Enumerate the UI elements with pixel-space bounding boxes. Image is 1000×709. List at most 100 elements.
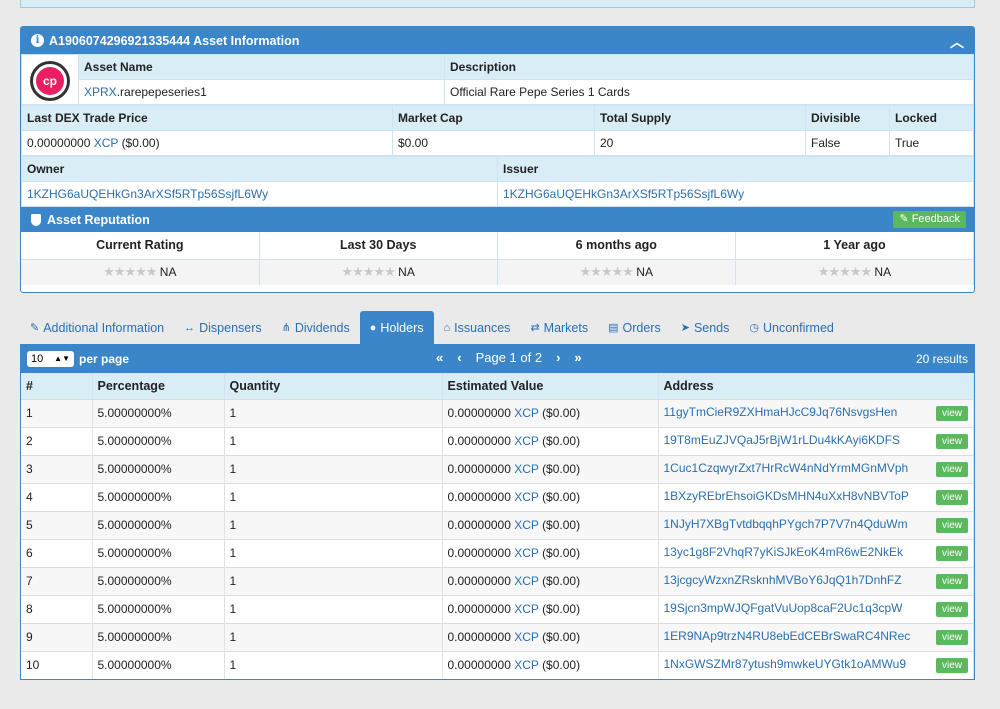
asset-reputation-header: Asset Reputation ✎ Feedback bbox=[21, 207, 974, 232]
holder-percentage: 5.00000000% bbox=[92, 510, 225, 539]
last-30-days-value: ★★★★★ NA bbox=[259, 258, 498, 285]
holder-estimated-value: 0.00000000 XCP ($0.00) bbox=[442, 566, 659, 595]
first-page-icon[interactable]: « bbox=[436, 350, 444, 365]
next-page-icon[interactable]: › bbox=[556, 350, 561, 365]
holder-index: 3 bbox=[21, 454, 93, 483]
select-arrows-icon: ▲▼ bbox=[54, 354, 70, 363]
total-supply-value: 20 bbox=[594, 130, 806, 156]
holder-address-link[interactable]: 11gyTmCieR9ZXHmaHJcC9Jq76NsvgsHen bbox=[663, 405, 898, 419]
value-amount: 0.00000000 bbox=[447, 462, 511, 476]
holder-estimated-value: 0.00000000 XCP ($0.00) bbox=[442, 398, 659, 427]
tab-label: Sends bbox=[693, 320, 730, 335]
view-button[interactable]: view bbox=[935, 434, 968, 449]
xcp-link[interactable]: XCP bbox=[514, 406, 539, 420]
holder-address-link[interactable]: 1NxGWSZMr87ytush9mwkeUYGtk1oAMWu9 bbox=[663, 657, 907, 672]
xcp-link[interactable]: XCP bbox=[514, 630, 539, 644]
tab-orders[interactable]: ▤ Orders bbox=[598, 311, 671, 344]
view-button[interactable]: view bbox=[935, 630, 968, 645]
view-button[interactable]: view bbox=[935, 546, 968, 561]
last-page-icon[interactable]: » bbox=[574, 350, 582, 365]
holder-percentage: 5.00000000% bbox=[92, 594, 225, 623]
asset-name-link[interactable]: XPRX bbox=[84, 85, 117, 99]
feedback-button[interactable]: ✎ Feedback bbox=[893, 211, 966, 228]
xcp-link[interactable]: XCP bbox=[514, 462, 539, 476]
view-button[interactable]: view bbox=[935, 406, 968, 421]
xcp-link[interactable]: XCP bbox=[514, 434, 539, 448]
tab-label: Additional Information bbox=[43, 320, 165, 335]
holder-address-link[interactable]: 13jcgcyWzxnZRsknhMVBoY6JqQ1h7DnhFZ bbox=[663, 573, 902, 587]
value-amount: 0.00000000 bbox=[447, 546, 511, 560]
value-amount: 0.00000000 bbox=[447, 574, 511, 588]
value-amount: 0.00000000 bbox=[447, 434, 511, 448]
value-usd: ($0.00) bbox=[542, 490, 581, 504]
book-icon: ▤ bbox=[608, 322, 619, 334]
holder-address: 11gyTmCieR9ZXHmaHJcC9Jq76NsvgsHen view bbox=[658, 398, 974, 427]
tab-holders[interactable]: ● Holders bbox=[359, 311, 434, 344]
table-row: 7 5.00000000% 1 0.00000000 XCP ($0.00) 13jcg… bbox=[21, 566, 974, 595]
tab-issuances[interactable]: ⌂ Issuances bbox=[434, 311, 521, 344]
holder-address-link[interactable]: 1ER9NAp9trzN4RU8ebEdCEBrSwaRC4NRec bbox=[663, 629, 911, 643]
divisible-value: False bbox=[805, 130, 890, 156]
feedback-label: Feedback bbox=[911, 213, 960, 225]
view-button[interactable]: view bbox=[935, 658, 968, 674]
view-button[interactable]: view bbox=[935, 490, 968, 505]
holder-percentage: 5.00000000% bbox=[92, 566, 225, 595]
prev-page-icon[interactable]: ‹ bbox=[457, 350, 462, 365]
issuer-address-link[interactable]: 1KZHG6aUQEHkGn3ArXSf5RTp56SsjfL6Wy bbox=[503, 187, 745, 201]
holder-estimated-value: 0.00000000 XCP ($0.00) bbox=[442, 594, 659, 623]
tab-dispensers[interactable]: ↔ Dispensers bbox=[174, 311, 272, 344]
xcp-link[interactable]: XCP bbox=[514, 574, 539, 588]
holder-address-link[interactable]: 19T8mEuZJVQaJ5rBjW1rLDu4kKAyi6KDFS bbox=[663, 433, 901, 447]
paperclip-icon: ✎ bbox=[30, 322, 40, 334]
issuer-header: Issuer bbox=[497, 156, 974, 182]
view-button[interactable]: view bbox=[935, 462, 968, 477]
holder-address-link[interactable]: 1BXzyREbrEhsoiGKDsMHN4uXxH8vNBVToP bbox=[663, 489, 909, 503]
last-dex-price-header: Last DEX Trade Price bbox=[21, 105, 393, 131]
holder-address-link[interactable]: 1NJyH7XBgTvtdbqqhPYgch7P7V7n4QduWm bbox=[663, 517, 908, 531]
collapse-chevron-up-icon[interactable]: ︿ bbox=[950, 34, 964, 50]
last-price-xcp-link[interactable]: XCP bbox=[93, 136, 119, 150]
tab-dividends[interactable]: ⋔ Dividends bbox=[272, 311, 360, 344]
holder-percentage: 5.00000000% bbox=[92, 622, 225, 651]
xcp-link[interactable]: XCP bbox=[514, 602, 539, 616]
holder-address-link[interactable]: 19Sjcn3mpWJQFgatVuUop8caF2Uc1q3cpW bbox=[663, 601, 903, 615]
holder-address-link[interactable]: 1Cuc1CzqwyrZxt7HrRcW4nNdYrmMGnMVph bbox=[663, 461, 909, 475]
last-price-amount: 0.00000000 bbox=[27, 136, 91, 150]
holder-address-link[interactable]: 13yc1g8F2VhqR7yKiSJkEoK4mR6wE2NkEk bbox=[663, 545, 903, 559]
asset-tabs: ✎ Additional Information ↔ Dispensers ⋔ Div… bbox=[20, 311, 975, 344]
asset-stats-table: Last DEX Trade Price Market Cap Total Su… bbox=[21, 105, 974, 156]
holder-index: 5 bbox=[21, 510, 93, 539]
xcp-link[interactable]: XCP bbox=[514, 518, 539, 532]
holder-percentage: 5.00000000% bbox=[92, 538, 225, 567]
asset-reputation-title: Asset Reputation bbox=[47, 212, 150, 227]
col-header-estimated-value: Estimated Value bbox=[442, 373, 659, 399]
table-row: 5 5.00000000% 1 0.00000000 XCP ($0.00) 1NJyH… bbox=[21, 510, 974, 539]
rating-text: NA bbox=[874, 265, 892, 280]
tab-sends[interactable]: ➤ Sends bbox=[671, 311, 740, 344]
six-months-value: ★★★★★ NA bbox=[497, 258, 736, 285]
xcp-link[interactable]: XCP bbox=[514, 490, 539, 504]
holder-address: 13jcgcyWzxnZRsknhMVBoY6JqQ1h7DnhFZ view bbox=[658, 566, 974, 595]
tab-label: Orders bbox=[622, 320, 661, 335]
holder-index: 10 bbox=[21, 650, 93, 679]
view-button[interactable]: view bbox=[935, 518, 968, 533]
shield-icon bbox=[31, 213, 41, 226]
value-usd: ($0.00) bbox=[542, 602, 581, 616]
tab-additional-information[interactable]: ✎ Additional Information bbox=[20, 311, 174, 344]
view-button[interactable]: view bbox=[935, 574, 968, 589]
rating-text: NA bbox=[159, 265, 177, 280]
per-page-select[interactable]: 10 ▲▼ bbox=[27, 351, 74, 367]
col-header-address: Address bbox=[658, 373, 974, 399]
rating-text: NA bbox=[398, 265, 415, 280]
tab-markets[interactable]: ⇄ Markets bbox=[520, 311, 598, 344]
holder-estimated-value: 0.00000000 XCP ($0.00) bbox=[442, 538, 659, 567]
divisible-header: Divisible bbox=[805, 105, 890, 131]
xcp-link[interactable]: XCP bbox=[514, 546, 539, 560]
market-cap-header: Market Cap bbox=[392, 105, 595, 131]
xcp-link[interactable]: XCP bbox=[514, 658, 539, 673]
description-header: Description bbox=[444, 54, 974, 80]
owner-address-link[interactable]: 1KZHG6aUQEHkGn3ArXSf5RTp56SsjfL6Wy bbox=[27, 187, 269, 201]
tab-unconfirmed[interactable]: ◷ Unconfirmed bbox=[739, 311, 843, 344]
view-button[interactable]: view bbox=[935, 602, 968, 617]
value-amount: 0.00000000 bbox=[447, 490, 511, 504]
